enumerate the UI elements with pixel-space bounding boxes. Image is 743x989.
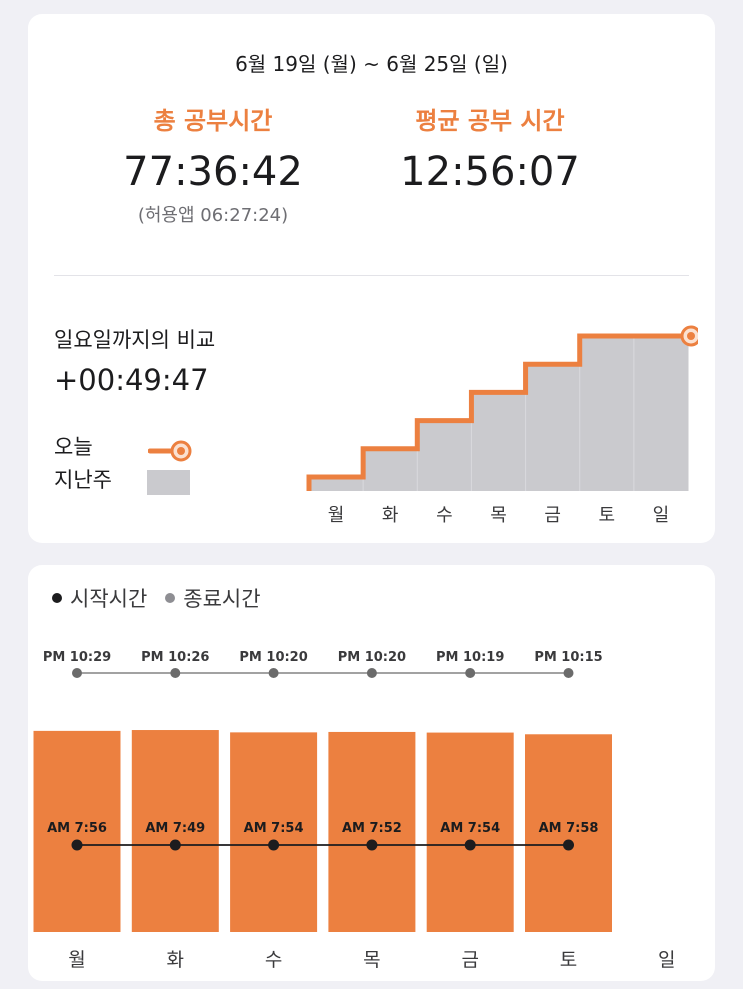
start-time-label: AM 7:49 <box>145 821 205 836</box>
start-time-label: AM 7:54 <box>244 821 304 836</box>
last-week-step <box>525 364 581 491</box>
end-time-label: PM 10:15 <box>534 650 602 665</box>
step-chart-day-label: 일 <box>652 505 670 526</box>
start-time-point <box>71 839 83 851</box>
bar-chart-day-label: 일 <box>658 949 676 971</box>
last-week-step <box>417 420 472 491</box>
bar-chart-day-label: 수 <box>264 949 283 971</box>
study-duration-bar <box>230 732 318 932</box>
legend-end-label: 종료시간 <box>183 587 261 611</box>
bar-chart-day-label: 토 <box>559 949 578 971</box>
allowed-app-time: (허용앱 06:27:24) <box>137 205 289 226</box>
start-time-label: AM 7:56 <box>47 821 107 836</box>
legend-last-week-label: 지난주 <box>54 468 112 492</box>
last-week-step <box>579 336 635 491</box>
today-step-line <box>306 333 688 491</box>
end-time-label: PM 10:26 <box>141 650 209 665</box>
bar-chart-day-label: 월 <box>68 949 86 971</box>
end-time-label: PM 10:20 <box>239 650 307 665</box>
total-study-time: 총 공부시간 77:36:42 (허용앱 06:27:24) <box>123 106 303 228</box>
last-week-step <box>363 448 418 491</box>
step-chart-day-label: 토 <box>598 505 616 526</box>
average-study-label: 평균 공부 시간 <box>415 107 565 135</box>
step-chart-day-label: 금 <box>544 505 561 526</box>
date-range: 6월 19일 (월) ~ 6월 25일 (일) <box>235 52 508 76</box>
last-week-step <box>309 477 364 491</box>
study-duration-bar <box>33 730 121 932</box>
start-time-point <box>268 839 280 851</box>
time-legend: 시작시간 종료시간 <box>52 583 261 613</box>
study-duration-bar <box>328 731 416 932</box>
step-chart-day-label: 화 <box>381 505 399 526</box>
end-time-point <box>72 668 82 678</box>
divider <box>54 275 689 276</box>
bar-chart-day-label: 금 <box>461 949 479 971</box>
weekly-summary-card: 6월 19일 (월) ~ 6월 25일 (일) 총 공부시간 77:36:42 … <box>28 14 715 543</box>
end-time-point <box>465 668 476 678</box>
last-week-step <box>633 336 689 491</box>
end-time-point <box>563 668 574 678</box>
start-time-dot <box>52 593 62 603</box>
step-comparison-chart <box>306 325 698 491</box>
last-week-step <box>471 392 527 491</box>
start-time-label: AM 7:52 <box>342 821 402 836</box>
end-time-label: PM 10:19 <box>436 650 504 665</box>
today-end-marker-center <box>687 332 695 340</box>
total-study-value: 77:36:42 <box>123 149 303 195</box>
legend-last-week-swatch <box>147 470 190 495</box>
start-time-point <box>563 839 574 851</box>
start-time-label: AM 7:54 <box>440 821 500 836</box>
average-study-time: 평균 공부 시간 12:56:07 <box>390 106 590 194</box>
end-time-label: PM 10:20 <box>338 650 406 665</box>
daily-time-card: 시작시간 종료시간 PM 10:29 AM 7:56 PM 10:26 AM 7:49… <box>28 565 715 981</box>
start-time-point <box>464 839 476 851</box>
comparison-title: 일요일까지의 비교 <box>54 328 216 352</box>
legend-start-label: 시작시간 <box>70 587 148 611</box>
comparison-value: +00:49:47 <box>54 363 209 397</box>
end-time-dot <box>165 593 176 603</box>
study-duration-bar <box>131 730 219 932</box>
legend-today-label: 오늘 <box>54 435 93 459</box>
bar-chart-day-label: 목 <box>363 949 381 971</box>
legend-today-swatch <box>148 440 192 462</box>
daily-bar-chart: PM 10:29 AM 7:56 PM 10:26 AM 7:49 PM 10:20 AM… <box>33 650 612 932</box>
start-time-point <box>366 839 378 851</box>
average-study-value: 12:56:07 <box>400 149 580 195</box>
end-time-point <box>170 668 181 678</box>
step-chart-day-label: 목 <box>490 505 507 526</box>
end-time-point <box>366 668 377 678</box>
start-time-point <box>169 839 181 851</box>
start-time-label: AM 7:58 <box>539 821 599 836</box>
study-duration-bar <box>426 732 514 932</box>
end-time-label: PM 10:29 <box>43 650 111 665</box>
step-chart-day-label: 월 <box>327 505 345 526</box>
total-study-label: 총 공부시간 <box>153 107 273 135</box>
step-chart-day-label: 수 <box>436 505 453 526</box>
study-duration-bar <box>525 734 612 932</box>
end-time-point <box>268 668 279 678</box>
bar-chart-day-label: 화 <box>166 949 185 971</box>
